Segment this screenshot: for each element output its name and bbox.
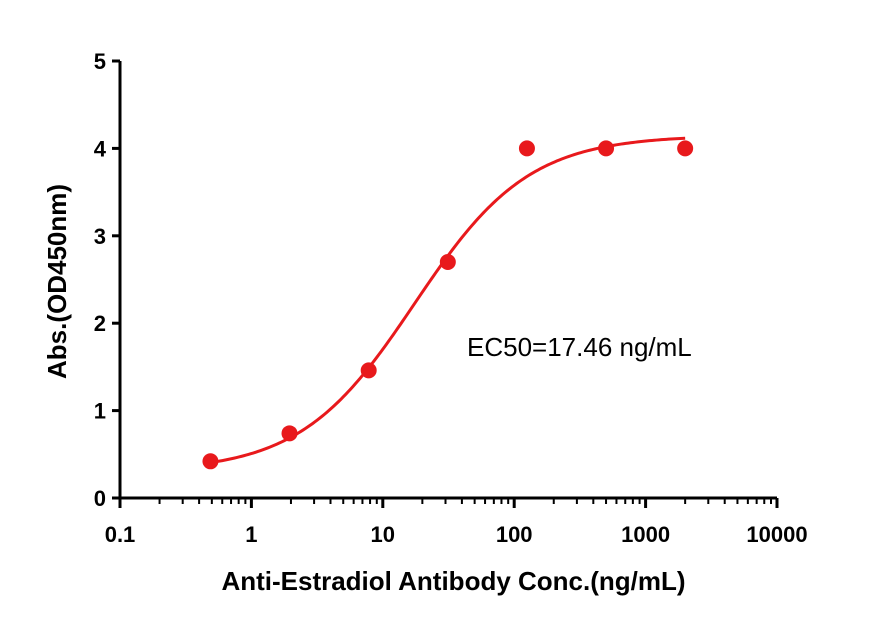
data-point [598,140,615,157]
x-tick-label: 100 [496,522,533,547]
x-tick-label: 0.1 [105,522,136,547]
x-tick-label: 10000 [746,522,807,547]
data-point [518,140,535,157]
y-tick-label: 2 [94,311,106,336]
x-tick-label: 1 [245,522,257,547]
y-tick-label: 1 [94,399,106,424]
y-tick-label: 5 [94,49,106,74]
y-tick-label: 3 [94,224,106,249]
data-point [677,140,694,157]
x-axis-title: Anti-Estradiol Antibody Conc.(ng/mL) [221,566,685,596]
ec50-annotation: EC50=17.46 ng/mL [467,332,692,362]
data-point [360,362,377,379]
data-point [202,453,219,470]
y-axis-title: Abs.(OD450nm) [42,184,72,379]
data-point [281,425,298,442]
curve-layer [210,136,686,465]
x-tick-label: 10 [371,522,395,547]
axes [118,61,777,500]
y-tick-label: 0 [94,486,106,511]
data-point [439,254,456,271]
fit-curve [210,136,686,465]
x-tick-label: 1000 [621,522,670,547]
y-tick-label: 4 [94,136,107,161]
points-layer [202,140,694,470]
ticks: 0 1 2 3 4 5 0.1 1 10 100 1000 10000 [94,49,808,547]
